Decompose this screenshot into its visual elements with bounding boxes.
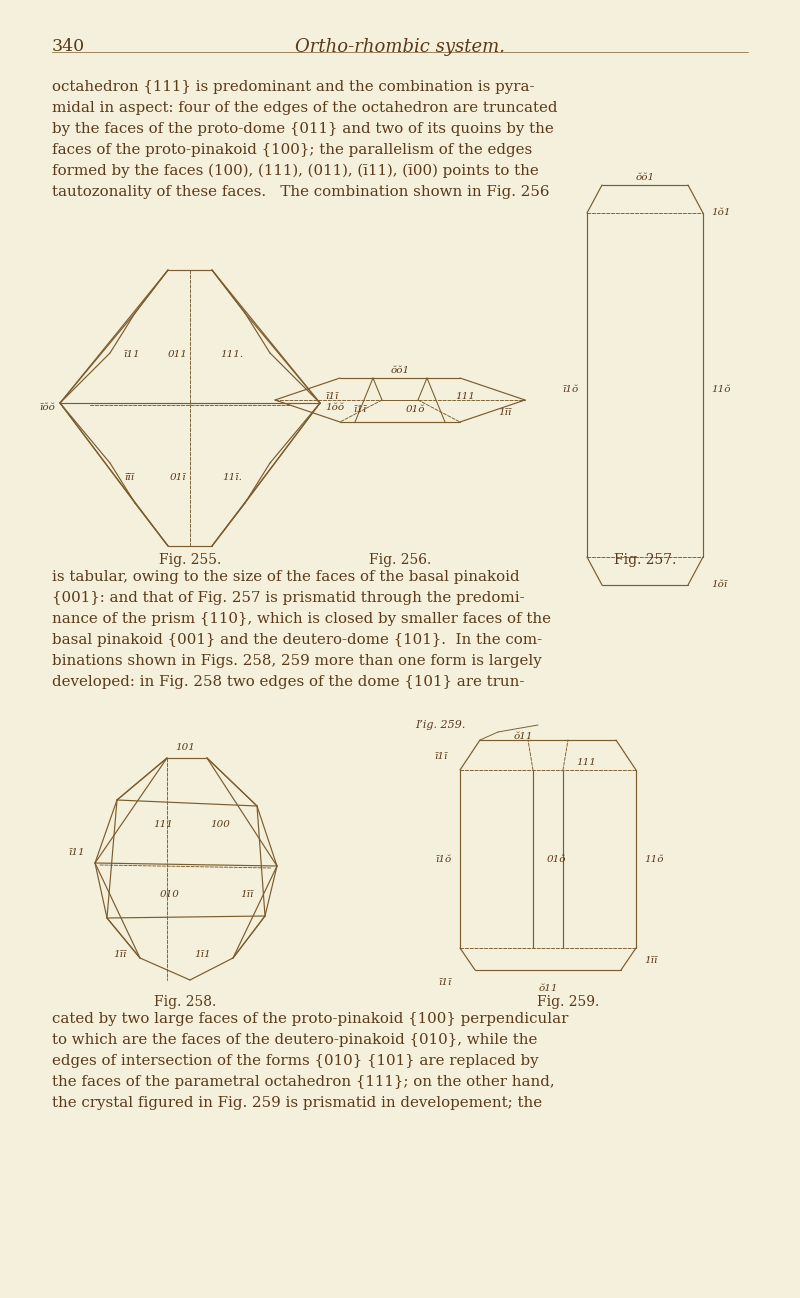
Text: by the faces of the proto-dome {011} and two of its quoins by the: by the faces of the proto-dome {011} and… xyxy=(52,122,554,136)
Text: binations shown in Figs. 258, 259 more than one form is largely: binations shown in Figs. 258, 259 more t… xyxy=(52,654,542,668)
Text: 1ŏ1: 1ŏ1 xyxy=(711,208,730,217)
Text: formed by the faces (100), (111), (011), (ī11), (ī00) points to the: formed by the faces (100), (111), (011),… xyxy=(52,164,538,178)
Text: 100: 100 xyxy=(210,820,230,829)
Text: to which are the faces of the deutero-pinakoid {010}, while the: to which are the faces of the deutero-pi… xyxy=(52,1033,538,1047)
Text: ŏŏ1: ŏŏ1 xyxy=(635,173,654,182)
Text: Fig. 258.: Fig. 258. xyxy=(154,996,216,1009)
Text: 111: 111 xyxy=(455,392,475,401)
Text: Fig. 256.: Fig. 256. xyxy=(369,553,431,567)
Text: midal in aspect: four of the edges of the octahedron are truncated: midal in aspect: four of the edges of th… xyxy=(52,101,558,116)
Text: I’ig. 259.: I’ig. 259. xyxy=(415,720,466,729)
Text: 11ī.: 11ī. xyxy=(222,472,242,482)
Text: 01ŏ: 01ŏ xyxy=(406,405,425,414)
Text: 1īī: 1īī xyxy=(114,950,127,959)
Text: ī11: ī11 xyxy=(68,848,85,857)
Text: is tabular, owing to the size of the faces of the basal pinakoid: is tabular, owing to the size of the fac… xyxy=(52,570,520,584)
Text: Fig. 255.: Fig. 255. xyxy=(159,553,221,567)
Text: edges of intersection of the forms {010} {101} are replaced by: edges of intersection of the forms {010}… xyxy=(52,1054,538,1068)
Text: 1īī: 1īī xyxy=(498,408,512,417)
Text: 010: 010 xyxy=(160,890,180,900)
Text: ī11: ī11 xyxy=(123,350,140,360)
Text: 1īī: 1īī xyxy=(644,957,658,964)
Text: nance of the prism {110}, which is closed by smaller faces of the: nance of the prism {110}, which is close… xyxy=(52,611,551,626)
Text: ī1ŏ: ī1ŏ xyxy=(436,855,452,864)
Text: developed: in Fig. 258 two edges of the dome {101} are trun-: developed: in Fig. 258 two edges of the … xyxy=(52,675,524,689)
Text: 1ŏī: 1ŏī xyxy=(711,580,727,589)
Text: ī1ī: ī1ī xyxy=(438,977,452,986)
Text: 340: 340 xyxy=(52,38,85,55)
Text: 01ī: 01ī xyxy=(170,472,186,482)
Text: 11ŏ: 11ŏ xyxy=(644,855,663,864)
Text: ŏŏ1: ŏŏ1 xyxy=(390,366,410,375)
Text: 111: 111 xyxy=(576,758,596,767)
Text: faces of the proto-pinakoid {100}; the parallelism of the edges: faces of the proto-pinakoid {100}; the p… xyxy=(52,143,532,157)
Text: the faces of the parametral octahedron {111}; on the other hand,: the faces of the parametral octahedron {… xyxy=(52,1075,554,1089)
Text: 011: 011 xyxy=(168,350,188,360)
Text: the crystal figured in Fig. 259 is prismatid in developement; the: the crystal figured in Fig. 259 is prism… xyxy=(52,1096,542,1110)
Text: ī1ŏ: ī1ŏ xyxy=(562,386,579,395)
Text: īīī: īīī xyxy=(125,472,135,482)
Text: 101: 101 xyxy=(175,742,195,752)
Text: basal pinakoid {001} and the deutero-dome {101}.  In the com-: basal pinakoid {001} and the deutero-dom… xyxy=(52,633,542,646)
Text: 111: 111 xyxy=(153,820,173,829)
Text: tautozonality of these faces.   The combination shown in Fig. 256: tautozonality of these faces. The combin… xyxy=(52,186,550,199)
Text: ī1ī: ī1ī xyxy=(434,752,448,761)
Text: 111.: 111. xyxy=(221,350,243,360)
Text: ŏ11: ŏ11 xyxy=(538,984,558,993)
Text: Ortho-rhombic system.: Ortho-rhombic system. xyxy=(295,38,505,56)
Text: cated by two large faces of the proto-pinakoid {100} perpendicular: cated by two large faces of the proto-pi… xyxy=(52,1012,568,1025)
Text: 1ī1: 1ī1 xyxy=(194,950,211,959)
Text: ī1ī: ī1ī xyxy=(326,392,338,401)
Text: 01ŏ: 01ŏ xyxy=(546,855,566,864)
Text: 1īī: 1īī xyxy=(240,890,254,900)
Text: ī1ī: ī1ī xyxy=(354,405,366,414)
Text: {001}: and that of Fig. 257 is prismatid through the predomi-: {001}: and that of Fig. 257 is prismatid… xyxy=(52,591,525,605)
Text: Fig. 259.: Fig. 259. xyxy=(537,996,599,1009)
Text: 11ŏ: 11ŏ xyxy=(711,386,730,395)
Text: octahedron {111} is predominant and the combination is pyra-: octahedron {111} is predominant and the … xyxy=(52,80,534,93)
Text: īŏŏ: īŏŏ xyxy=(39,402,55,411)
Text: Fig. 257.: Fig. 257. xyxy=(614,553,676,567)
Text: ŏ11: ŏ11 xyxy=(514,732,533,741)
Text: 1ŏŏ: 1ŏŏ xyxy=(325,402,344,411)
